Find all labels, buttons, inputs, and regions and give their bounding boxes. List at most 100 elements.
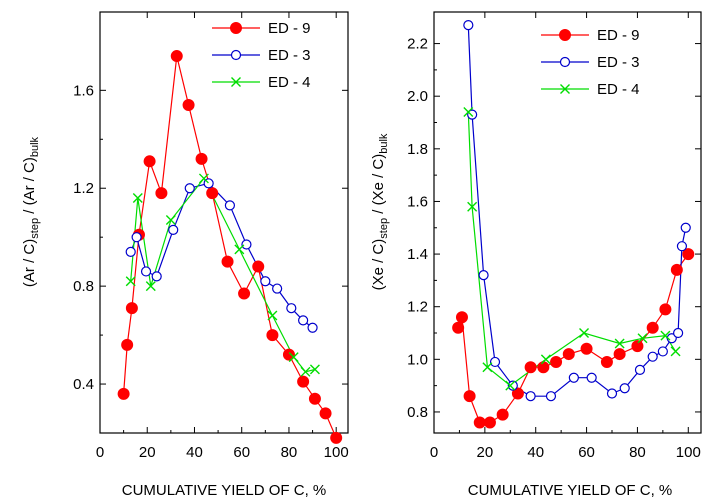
data-point-ed-3 [606, 388, 618, 399]
data-point-ed-3 [131, 232, 142, 243]
chart-ar-c-ratio: CUMULATIVE YIELD OF C, % (Ar / C)step / … [21, 11, 349, 499]
y-tick-label: 1.8 [407, 141, 428, 158]
data-point-ed-9 [511, 387, 524, 400]
plot-frame [99, 11, 349, 434]
data-point-ed-9 [659, 303, 672, 316]
data-point-ed-3 [676, 241, 688, 252]
legend-marker-ed-4 [560, 84, 570, 94]
data-point-ed-3 [140, 266, 152, 277]
x-tick-label: 20 [477, 444, 494, 461]
data-point-ed-4 [165, 215, 176, 226]
y-tick-label: 1.4 [407, 246, 428, 263]
legend-label-ed-3: ED - 3 [597, 54, 640, 71]
data-point-ed-3 [586, 372, 597, 383]
y-axis-title-middle: / (Ar / C) [21, 157, 38, 218]
x-tick-label: 20 [139, 444, 156, 461]
legend-marker-ed-3 [559, 56, 571, 68]
data-point-ed-4 [300, 366, 311, 377]
x-tick-label: 100 [676, 444, 701, 461]
data-point-ed-3 [680, 222, 691, 233]
y-tick-label: 2.2 [407, 36, 428, 53]
data-point-ed-9 [182, 99, 195, 112]
data-point-ed-9 [121, 338, 134, 351]
data-point-ed-3 [286, 303, 297, 314]
data-point-ed-3 [657, 346, 668, 357]
legend-label-ed-9: ED - 9 [597, 27, 640, 44]
data-point-ed-9 [473, 416, 486, 429]
data-point-ed-4 [579, 328, 590, 339]
data-point-ed-9 [143, 155, 156, 168]
data-point-ed-3 [307, 322, 318, 333]
x-tick-label: 100 [324, 444, 349, 461]
data-point-ed-3 [125, 246, 136, 257]
y-tick-label: 1.6 [73, 82, 94, 99]
x-tick-label: 40 [527, 444, 544, 461]
data-point-ed-9 [496, 408, 509, 421]
data-point-ed-9 [308, 392, 321, 405]
series-line-ed-4 [467, 111, 677, 387]
data-point-ed-3 [184, 183, 195, 194]
data-point-ed-4 [540, 354, 551, 365]
y-axis-title: (Ar / C)step / (Ar / C)bulk [21, 136, 41, 287]
data-point-ed-9 [238, 287, 251, 300]
legend-label-ed-4: ED - 4 [268, 74, 311, 91]
x-tick-label: 80 [281, 444, 298, 461]
data-point-ed-9 [266, 329, 279, 342]
legend-marker-ed-9 [559, 29, 571, 41]
series-line-ed-4 [130, 177, 316, 373]
data-point-ed-9 [600, 355, 613, 368]
data-point-ed-9 [550, 355, 563, 368]
x-axis-title: CUMULATIVE YIELD OF C, % [122, 482, 327, 499]
data-point-ed-4 [670, 346, 681, 357]
legend-marker-ed-3 [230, 49, 242, 61]
legend-label-ed-9: ED - 9 [268, 20, 311, 37]
plot-frame [433, 11, 702, 434]
data-point-ed-9 [463, 390, 476, 403]
x-tick-label: 0 [430, 444, 438, 461]
data-point-ed-9 [319, 407, 332, 420]
x-tick-label: 0 [96, 444, 104, 461]
x-tick-label: 80 [629, 444, 646, 461]
x-axis-title: CUMULATIVE YIELD OF C, % [468, 482, 673, 499]
data-point-ed-3 [151, 271, 162, 282]
y-axis-title-main: (Ar / C) [21, 239, 38, 287]
y-axis-title-main: (Xe / C) [370, 239, 387, 291]
data-point-ed-4 [309, 364, 320, 375]
y-axis-title-subscript-bulk: bulk [378, 133, 390, 154]
y-tick-label: 2.0 [407, 88, 428, 105]
y-axis-title-middle: / (Xe / C) [370, 154, 387, 218]
y-tick-label: 1.0 [407, 351, 428, 368]
data-point-ed-3 [272, 283, 283, 294]
data-point-ed-4 [482, 362, 493, 373]
data-point-ed-4 [125, 276, 136, 287]
data-point-ed-9 [682, 248, 695, 261]
data-point-ed-3 [673, 327, 684, 339]
y-axis-title-subscript-bulk: bulk [29, 136, 41, 157]
data-point-ed-3 [489, 356, 501, 368]
data-point-ed-3 [647, 351, 658, 362]
data-point-ed-3 [545, 391, 557, 402]
series-line-ed-3 [130, 182, 313, 329]
y-tick-label: 1.2 [73, 180, 94, 197]
x-tick-label: 40 [186, 444, 203, 461]
data-point-ed-9 [206, 187, 219, 200]
data-point-ed-9 [170, 50, 183, 63]
data-point-ed-3 [241, 239, 252, 250]
data-point-ed-4 [505, 380, 516, 391]
data-point-ed-9 [455, 311, 468, 324]
x-tick-label: 60 [233, 444, 250, 461]
data-point-ed-4 [234, 244, 245, 255]
data-point-ed-3 [568, 372, 579, 383]
data-point-ed-3 [260, 276, 271, 287]
legend-marker-ed-4 [231, 77, 241, 87]
y-tick-label: 0.8 [73, 278, 94, 295]
y-tick-label: 0.4 [73, 376, 94, 393]
data-point-ed-3 [525, 391, 536, 402]
data-point-ed-9 [646, 321, 659, 334]
data-point-ed-4 [198, 173, 209, 184]
data-point-ed-9 [125, 302, 138, 315]
data-point-ed-3 [224, 200, 236, 211]
y-tick-label: 0.8 [407, 404, 428, 421]
data-point-ed-9 [562, 348, 575, 361]
